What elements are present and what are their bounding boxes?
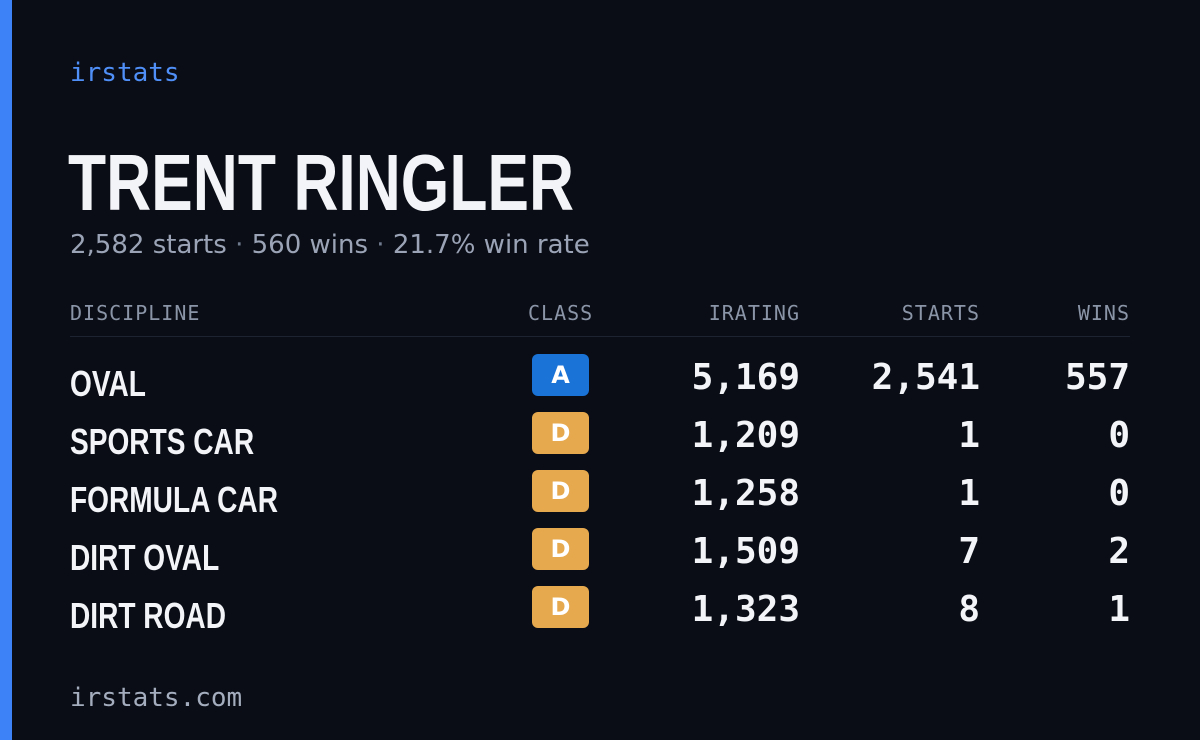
starts-summary: 2,582 starts bbox=[70, 230, 227, 260]
irating-value: 1,209 bbox=[691, 415, 800, 456]
class-badge: D bbox=[532, 586, 589, 628]
win-rate-summary: 21.7% win rate bbox=[392, 230, 590, 260]
header-class: CLASS bbox=[528, 301, 594, 325]
wins-summary: 560 wins bbox=[251, 230, 369, 260]
wins-value: 0 bbox=[1108, 415, 1130, 456]
table-row: OVAL A 5,169 2,541 557 bbox=[70, 350, 1130, 408]
discipline-name: SPORTS CAR bbox=[70, 421, 255, 462]
header-discipline: DISCIPLINE bbox=[70, 301, 201, 325]
starts-value: 1 bbox=[958, 473, 980, 514]
footer-url: irstats.com bbox=[70, 683, 243, 713]
player-summary: 2,582 starts · 560 wins · 21.7% win rate bbox=[70, 228, 590, 262]
wins-value: 0 bbox=[1108, 473, 1130, 514]
table-row: SPORTS CAR D 1,209 1 0 bbox=[70, 408, 1130, 466]
accent-bar bbox=[0, 0, 12, 740]
discipline-name: OVAL bbox=[70, 363, 146, 404]
stats-table-header: DISCIPLINE CLASS IRATING STARTS WINS bbox=[70, 300, 1130, 337]
irating-value: 5,169 bbox=[691, 357, 800, 398]
separator: · bbox=[235, 230, 244, 260]
separator: · bbox=[376, 230, 385, 260]
brand-logo: irstats bbox=[70, 58, 180, 88]
table-row: DIRT ROAD D 1,323 8 1 bbox=[70, 582, 1130, 640]
discipline-name: DIRT ROAD bbox=[70, 595, 226, 636]
starts-value: 1 bbox=[958, 415, 980, 456]
stats-table-body: OVAL A 5,169 2,541 557 SPORTS CAR D 1,20… bbox=[70, 350, 1130, 640]
starts-value: 8 bbox=[958, 589, 980, 630]
wins-value: 1 bbox=[1108, 589, 1130, 630]
header-wins: WINS bbox=[1077, 301, 1130, 325]
table-row: DIRT OVAL D 1,509 7 2 bbox=[70, 524, 1130, 582]
header-starts: STARTS bbox=[901, 301, 980, 325]
starts-value: 2,541 bbox=[871, 357, 980, 398]
discipline-name: DIRT OVAL bbox=[70, 537, 220, 578]
class-badge: A bbox=[532, 354, 589, 396]
player-name: TRENT RINGLER bbox=[68, 138, 575, 227]
starts-value: 7 bbox=[958, 531, 980, 572]
class-badge: D bbox=[532, 528, 589, 570]
wins-value: 2 bbox=[1108, 531, 1130, 572]
table-row: FORMULA CAR D 1,258 1 0 bbox=[70, 466, 1130, 524]
header-irating: IRATING bbox=[708, 301, 800, 325]
irating-value: 1,509 bbox=[691, 531, 800, 572]
class-badge: D bbox=[532, 470, 589, 512]
irating-value: 1,323 bbox=[691, 589, 800, 630]
class-badge: D bbox=[532, 412, 589, 454]
wins-value: 557 bbox=[1064, 357, 1130, 398]
discipline-name: FORMULA CAR bbox=[70, 479, 278, 520]
irating-value: 1,258 bbox=[691, 473, 800, 514]
